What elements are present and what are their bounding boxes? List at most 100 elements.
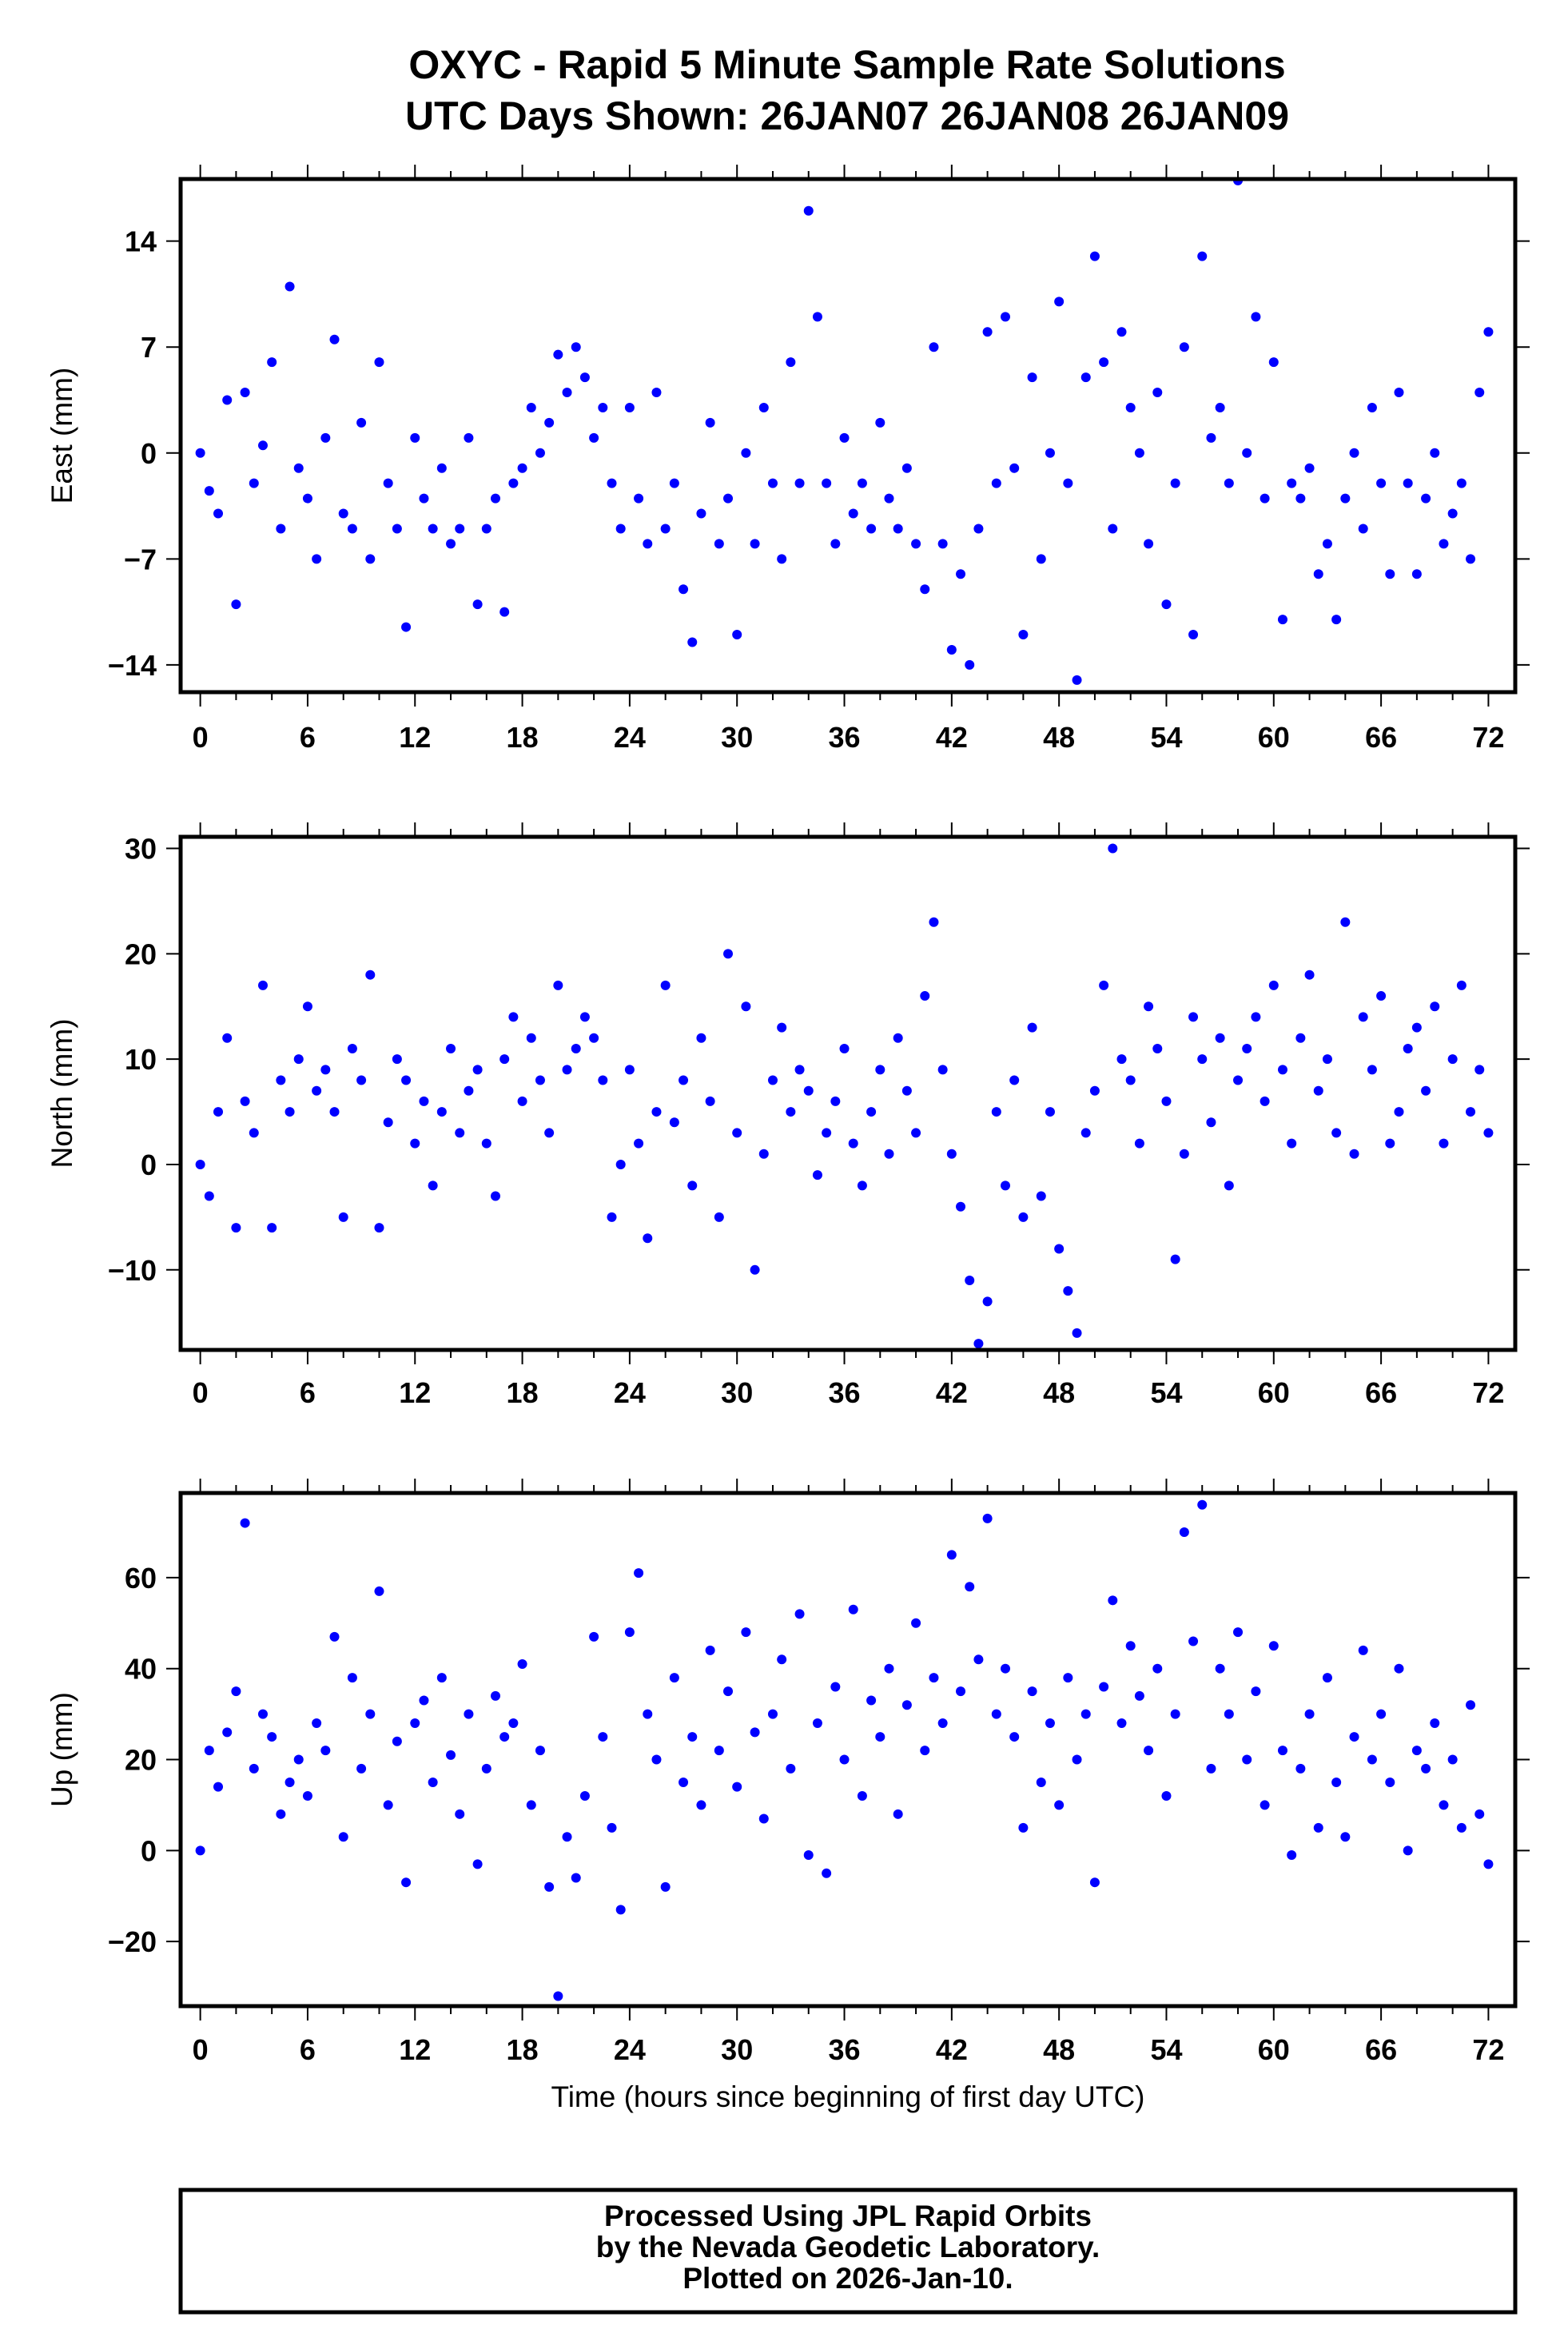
data-point [741,1627,751,1638]
data-point [1466,1700,1476,1710]
data-point [1018,630,1029,640]
data-point [714,539,724,549]
data-point [696,1033,706,1043]
data-point [1268,980,1279,990]
data-point [1439,1138,1449,1149]
data-point [195,448,205,458]
y-tick-label: 60 [125,1562,157,1595]
data-point [732,1128,742,1138]
data-point [589,1631,599,1642]
x-tick-label: 60 [1258,1376,1290,1409]
data-point [1179,342,1189,352]
x-tick-label: 60 [1258,721,1290,754]
data-point [1483,1128,1494,1138]
data-point [624,1627,635,1638]
data-point [1224,1709,1234,1719]
data-point [1394,388,1404,398]
data-point [347,1043,357,1053]
data-point [1125,1641,1136,1651]
data-point [1367,402,1377,412]
data-point [1313,1085,1323,1096]
data-point [535,448,545,458]
data-point [1152,1663,1163,1674]
data-point [1063,1673,1073,1683]
data-point [571,1043,581,1053]
data-point [723,1686,734,1697]
data-point [293,463,304,473]
north-panel: 0 6 12 18 24 30 36 42 48 54 60 66 72 30 20 10 0 −10 North … [46,822,1530,1409]
data-point [1268,1641,1279,1651]
data-point [436,1107,447,1117]
data-point [705,1645,715,1655]
footer-line-1: Processed Using JPL Rapid Orbits [604,2200,1092,2232]
data-point [1161,1096,1172,1106]
data-point [1251,1686,1261,1697]
data-point [1206,432,1216,443]
data-point [1215,1663,1225,1674]
y-tick-label: −14 [108,649,157,682]
data-point [302,1791,312,1802]
data-point [607,1822,617,1833]
data-point [356,417,367,428]
data-point [723,493,734,504]
data-point [1421,1085,1431,1096]
data-point [1188,1636,1199,1646]
data-point [1456,980,1467,990]
data-point [1242,448,1252,458]
data-point [1170,1254,1180,1264]
data-point [1304,969,1315,980]
data-point [991,1709,1001,1719]
data-point [669,478,679,488]
y-tick-label: 14 [125,225,157,258]
data-point [786,357,796,368]
data-point [553,349,563,360]
x-tick-label: 72 [1472,2033,1504,2066]
footer-line-3: Plotted on 2026-Jan-10. [683,2262,1013,2295]
y-tick-label: −20 [108,1925,157,1958]
data-point [732,1782,742,1792]
data-point [464,1085,474,1096]
data-point [643,1709,653,1719]
data-point [329,1631,340,1642]
data-point [544,1881,555,1892]
x-tick-label: 6 [300,1376,316,1409]
data-point [848,1604,858,1614]
data-point [1206,1763,1216,1774]
data-point [794,1609,805,1619]
data-point [553,1991,563,2001]
x-tick-label: 6 [300,721,316,754]
x-tick-label: 72 [1472,721,1504,754]
data-point [356,1075,367,1085]
data-point [365,554,376,564]
chart-title: OXYC - Rapid 5 Minute Sample Rate Soluti… [408,42,1285,87]
data-point [669,1117,679,1128]
data-point [499,1054,510,1065]
data-point [643,539,653,549]
data-point [589,432,599,443]
data-point [1197,1054,1208,1065]
x-tick-label: 66 [1365,1376,1397,1409]
data-point [651,1107,662,1117]
data-point [1447,1054,1458,1065]
y-tick-label: −10 [108,1254,157,1287]
data-point [866,1695,877,1706]
x-tick-label: 0 [193,1376,209,1409]
data-point [392,1736,402,1746]
data-point [526,402,536,412]
data-point [696,1800,706,1810]
data-point [1125,1075,1136,1085]
data-point [1054,297,1065,307]
data-point [1349,448,1359,458]
data-point [1009,1075,1020,1085]
data-point [276,524,286,534]
data-point [1116,1054,1127,1065]
data-point [1080,372,1091,383]
x-tick-label: 54 [1150,2033,1182,2066]
data-point [1144,1001,1154,1012]
data-point [1430,448,1440,458]
data-point [249,1128,259,1138]
data-point [1108,843,1118,854]
data-point [213,508,224,519]
data-point [1421,1763,1431,1774]
data-point [848,508,858,519]
